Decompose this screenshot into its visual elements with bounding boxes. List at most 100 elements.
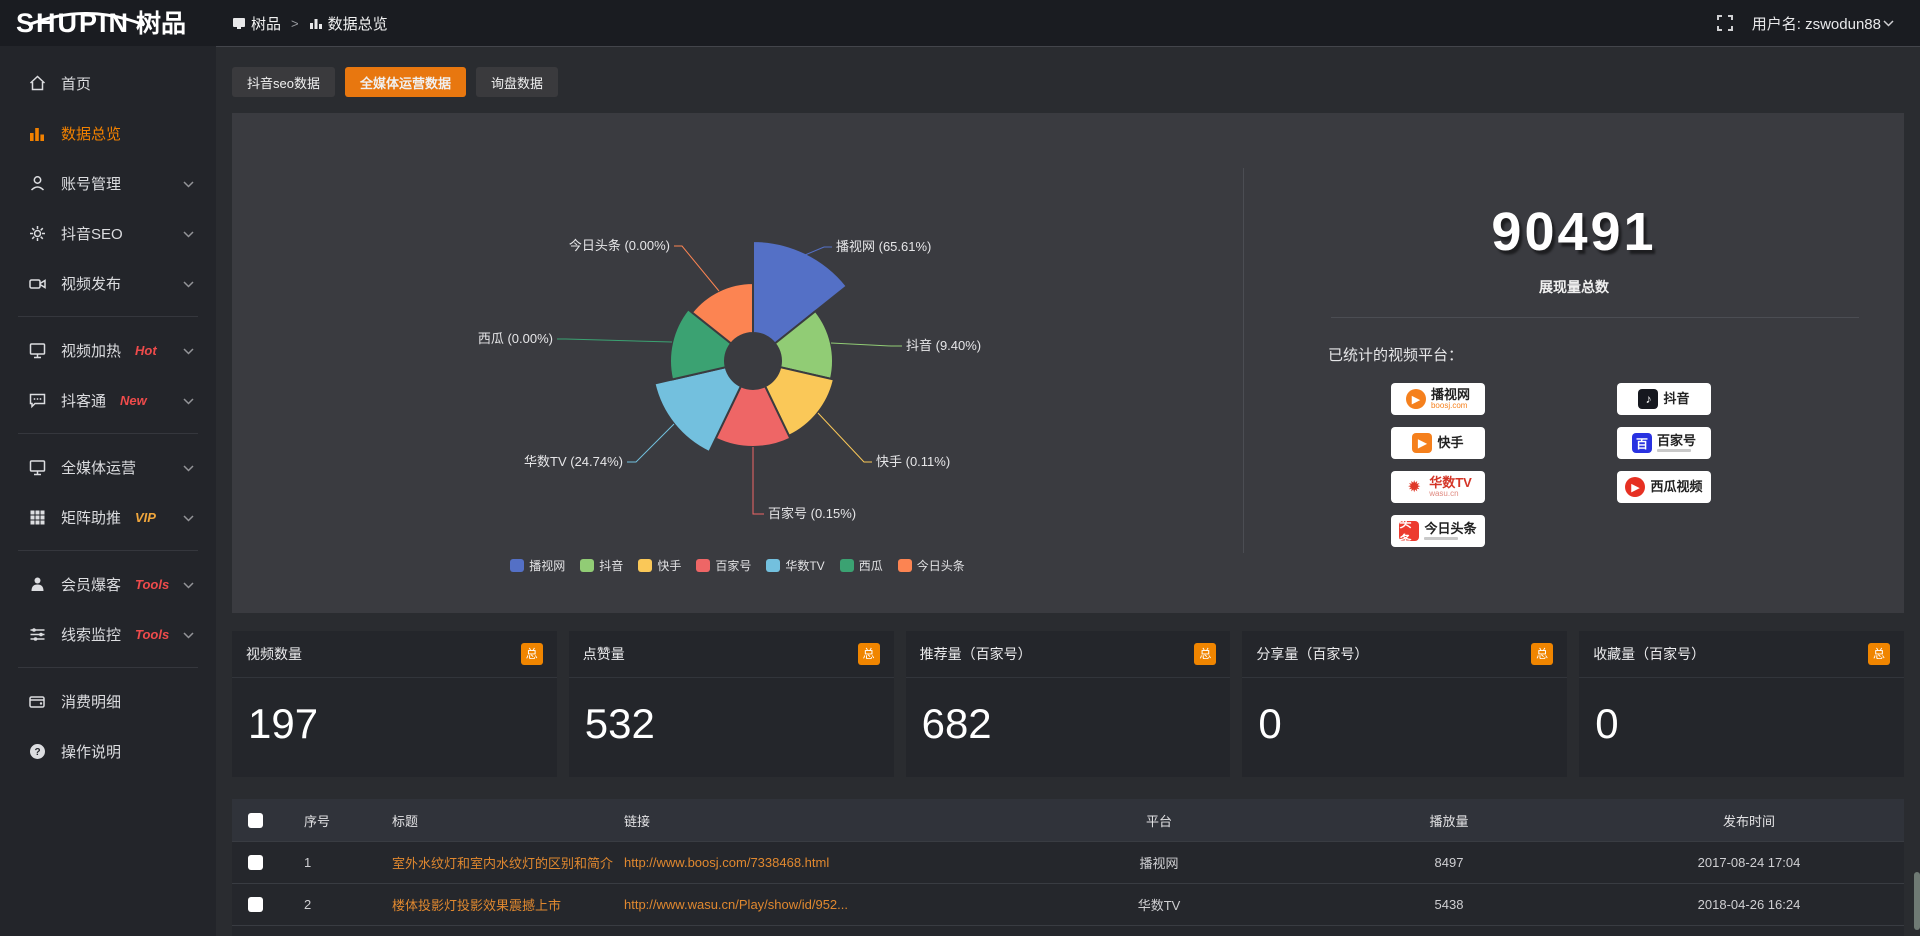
- sidebar-item-视频加热[interactable]: 视频加热 Hot: [0, 325, 216, 375]
- legend-item-百家号[interactable]: 百家号: [696, 557, 751, 574]
- toutiao-logo: 头条: [1399, 516, 1420, 547]
- legend-item-今日头条[interactable]: 今日头条: [897, 557, 965, 574]
- pie-segment-华数TV[interactable]: [653, 366, 743, 454]
- stat-card-value: 682: [921, 700, 992, 747]
- tab-询盘数据[interactable]: 询盘数据: [475, 67, 558, 97]
- sidebar-item-操作说明[interactable]: ? 操作说明: [0, 726, 216, 776]
- pie-segment-今日头条[interactable]: [690, 281, 754, 345]
- app-logo[interactable]: SHUPIN 树品: [0, 9, 216, 37]
- sidebar-item-线索监控[interactable]: 线索监控 Tools: [0, 609, 216, 659]
- breadcrumb-root[interactable]: 树品: [232, 13, 281, 34]
- sidebar-item-抖客通[interactable]: 抖客通 New: [0, 375, 216, 425]
- platforms-title: 已统计的视频平台：: [1328, 347, 1464, 364]
- total-badge[interactable]: 总: [520, 643, 543, 665]
- total-badge[interactable]: 总: [1194, 643, 1217, 665]
- stat-card-收藏量（百家号）: 收藏量（百家号） 总 0: [1579, 631, 1904, 777]
- pie-segment-西瓜[interactable]: [669, 307, 733, 381]
- table-row-partial: [232, 925, 1904, 936]
- pie-label-百家号: 百家号 (0.15%): [768, 506, 856, 521]
- pie-label-西瓜: 西瓜 (0.00%): [478, 331, 553, 346]
- stat-card-title: 推荐量（百家号）: [919, 646, 1032, 662]
- header-cell-平台: 平台: [1145, 813, 1172, 829]
- fullscreen-icon[interactable]: [1716, 14, 1734, 32]
- chevron-down-icon: [183, 581, 194, 589]
- stat-card-title: 点赞量: [582, 646, 625, 662]
- platform-chip-抖音: ♪ 抖音: [1617, 383, 1711, 415]
- platform-sub-placeholder: [1424, 537, 1459, 541]
- sidebar-item-首页[interactable]: 首页: [0, 58, 216, 108]
- sidebar-badge-Tools: Tools: [135, 576, 170, 592]
- pie-label-line-今日头条: [674, 245, 720, 292]
- legend-label: 今日头条: [916, 559, 965, 573]
- pie-label-line-抖音: [830, 342, 902, 347]
- sidebar-item-账号管理[interactable]: 账号管理: [0, 158, 216, 208]
- top-bar: SHUPIN 树品 树品 > 数据总览 用户名: zswodun88: [0, 0, 1920, 46]
- row-platform: 华数TV: [1137, 898, 1181, 913]
- legend-item-西瓜[interactable]: 西瓜: [839, 557, 883, 574]
- sliders-icon: [30, 627, 45, 641]
- sidebar-divider: [18, 550, 198, 551]
- row-no: 1: [304, 855, 312, 870]
- select-all-checkbox[interactable]: [248, 812, 263, 828]
- chart-legend: 播视网 抖音 快手 百家号 华数TV 西瓜 今日头条: [232, 557, 1243, 574]
- boosj-logo: ▶: [1405, 389, 1426, 409]
- legend-item-抖音[interactable]: 抖音: [580, 557, 623, 574]
- row-checkbox[interactable]: [248, 897, 263, 912]
- stat-card-视频数量: 视频数量 总 197: [232, 631, 557, 777]
- sidebar-item-消费明细[interactable]: 消费明细: [0, 676, 216, 726]
- row-link[interactable]: http://www.wasu.cn/Play/show/id/952...: [624, 897, 848, 912]
- row-time: 2017-08-24 17:04: [1697, 855, 1801, 870]
- platform-chip-百家号: 百百家号: [1617, 427, 1711, 459]
- platform-chip-西瓜视频: ▶ 西瓜视频: [1617, 471, 1711, 503]
- row-plays: 5438: [1434, 897, 1464, 912]
- total-badge[interactable]: 总: [1867, 643, 1890, 665]
- row-plays: 8497: [1434, 855, 1464, 870]
- rose-chart: 播视网 (65.61%) 抖音 (9.40%) 快手 (0.11%) 百家号 (0.1…: [478, 238, 981, 521]
- header-cell-序号: 序号: [304, 813, 331, 829]
- sidebar-item-视频发布[interactable]: 视频发布: [0, 258, 216, 308]
- platform-column-left: ▶ 播视网 boosj.com ▶ 快手 ✹ 华数TV wasu.cn 头条 今日头条: [1391, 383, 1485, 547]
- pie-segment-播视网[interactable]: [752, 239, 849, 345]
- svg-text:?: ?: [34, 747, 40, 758]
- row-link[interactable]: http://www.boosj.com/7338468.html: [624, 855, 830, 870]
- legend-item-华数TV[interactable]: 华数TV: [766, 557, 825, 574]
- sidebar-item-矩阵助推[interactable]: 矩阵助推 VIP: [0, 492, 216, 542]
- douyin-logo: ♪: [1638, 389, 1659, 409]
- tab-抖音seo数据[interactable]: 抖音seo数据: [232, 67, 335, 97]
- chart-panel: 播视网 (65.61%) 抖音 (9.40%) 快手 (0.11%) 百家号 (0.1…: [232, 113, 1904, 613]
- stat-cards: 视频数量总 197 点赞量总 532 推荐量（百家号）总 682 分享量（百家号）总 0 收藏量…: [232, 631, 1904, 777]
- user-icon: [30, 175, 45, 191]
- row-checkbox[interactable]: [248, 855, 263, 870]
- vertical-divider: [1243, 168, 1244, 553]
- sidebar-item-数据总览[interactable]: 数据总览: [0, 108, 216, 158]
- scrollbar-thumb[interactable]: [1914, 872, 1920, 930]
- legend-item-快手[interactable]: 快手: [638, 557, 681, 574]
- bar-chart-icon: [30, 127, 44, 141]
- username-menu[interactable]: 用户名: zswodun88: [1752, 13, 1894, 34]
- row-title[interactable]: 室外水纹灯和室内水纹灯的区别和简介: [392, 856, 614, 871]
- stat-card-点赞量: 点赞量 总 532: [568, 631, 894, 777]
- breadcrumb: 树品 > 数据总览: [232, 13, 388, 34]
- stat-card-title: 分享量（百家号）: [1256, 646, 1369, 662]
- breadcrumb-current[interactable]: 数据总览: [309, 13, 388, 34]
- monitor-icon: [29, 342, 46, 358]
- sidebar-item-抖音SEO[interactable]: 抖音SEO: [0, 208, 216, 258]
- legend-item-播视网[interactable]: 播视网: [510, 557, 565, 574]
- total-badge[interactable]: 总: [1531, 643, 1554, 665]
- sidebar-item-全媒体运营[interactable]: 全媒体运营: [0, 442, 216, 492]
- grid-icon: [30, 510, 45, 524]
- legend-swatch: [839, 559, 854, 572]
- question-icon: ?: [30, 743, 45, 759]
- tab-全媒体运营数据[interactable]: 全媒体运营数据: [344, 67, 466, 97]
- total-badge[interactable]: 总: [857, 643, 880, 665]
- platform-sub: wasu.cn: [1429, 488, 1459, 498]
- bar-chart-small-icon: [309, 19, 322, 29]
- sidebar-badge-Tools: Tools: [135, 626, 170, 642]
- legend-label: 播视网: [529, 559, 566, 573]
- wasu-logo: ✹: [1407, 479, 1421, 496]
- pie-label-华数TV: 华数TV (24.74%): [524, 454, 623, 469]
- row-title[interactable]: 楼体投影灯投影效果震撼上市: [392, 898, 562, 913]
- legend-label: 西瓜: [858, 559, 883, 573]
- sidebar-item-会员爆客[interactable]: 会员爆客 Tools: [0, 559, 216, 609]
- row-no: 2: [304, 897, 312, 912]
